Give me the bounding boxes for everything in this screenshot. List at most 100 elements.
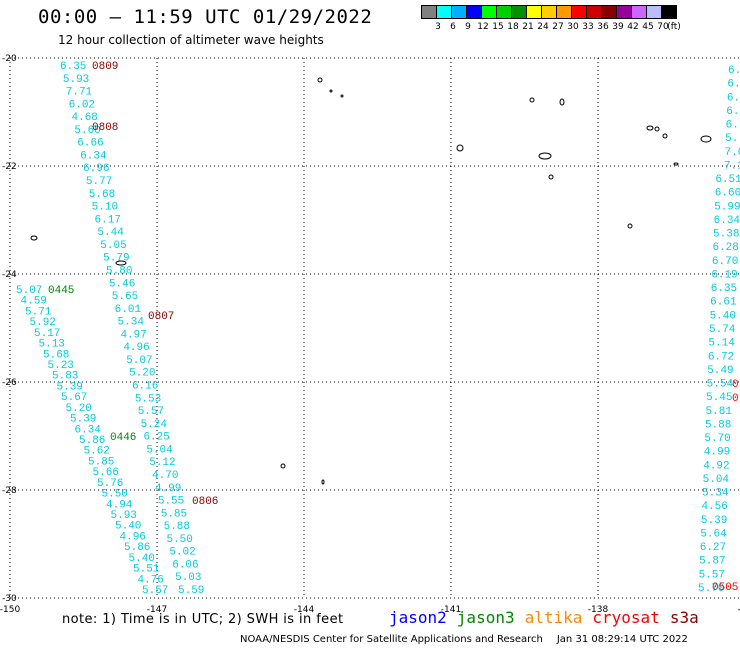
latitude-label: -28 — [2, 486, 17, 496]
wave-height-value: 5.81 — [706, 406, 733, 418]
wave-height-value: 5.57 — [142, 585, 168, 597]
wave-height-value: 6.34 — [714, 215, 740, 227]
wave-height-value: 5.77 — [86, 176, 112, 188]
wave-height-value: 6.02 — [69, 99, 95, 111]
wave-height-value: 6. — [727, 92, 740, 104]
wave-height-value: 6.28 — [712, 242, 738, 254]
wave-height-value: 5.40 — [710, 310, 736, 322]
wave-height-value: 6.06 — [172, 559, 198, 571]
wave-height-value: 5.64 — [700, 528, 727, 540]
wave-height-value: 5.44 — [97, 227, 124, 239]
footer-credit: NOAA/NESDIS Center for Satellite Applica… — [240, 634, 688, 645]
island-outline — [340, 94, 344, 98]
legend-entry-s3a: s3a — [669, 608, 699, 627]
island-outline — [456, 144, 464, 152]
wave-height-value: 5.79 — [103, 253, 129, 265]
island-outline — [654, 126, 660, 132]
wave-height-value: 5.50 — [166, 534, 192, 546]
pass-time-label: 0809 — [92, 61, 118, 73]
wave-height-value: 5.05 — [100, 240, 126, 252]
island-outline — [317, 77, 323, 83]
color-scale-tick: 27 — [552, 22, 564, 32]
wave-height-value: 6. — [727, 79, 740, 91]
wave-height-value: 5.34 — [118, 317, 145, 329]
wave-height-value: 5.99 — [714, 201, 740, 213]
axis-labels: -20 -22 -24 -26 -28 -30-150 -147 -144 -141 -138 -1… — [0, 54, 740, 615]
pass-time-label: 0806 — [192, 496, 218, 508]
color-scale-tick: 45 — [642, 22, 654, 32]
credit-text: NOAA/NESDIS Center for Satellite Applica… — [240, 634, 543, 645]
latitude-label: -24 — [2, 270, 17, 280]
island-outline — [646, 125, 654, 131]
wave-height-value: 6.5 — [728, 65, 740, 77]
wave-height-value: 5.03 — [175, 572, 201, 584]
wave-height-value: 6.35 — [60, 61, 86, 73]
longitude-label: -138 — [588, 605, 609, 615]
wave-height-value: 5.49 — [707, 365, 733, 377]
wave-height-value: 5.70 — [704, 433, 730, 445]
latitude-label: -20 — [2, 54, 17, 64]
legend-entry-jason2: jason2 — [389, 608, 447, 627]
wave-height-value: 5.51 — [133, 564, 160, 576]
pass-time-label: 0505 — [712, 582, 738, 594]
wave-height-value: 6.25 — [143, 432, 169, 444]
wave-height-value: 5.40 — [129, 553, 155, 565]
island-outline — [548, 174, 554, 180]
wave-height-value: 5.55 — [158, 496, 184, 508]
wave-height-value: 4.99 — [155, 483, 181, 495]
wave-height-value: 5.02 — [169, 547, 195, 559]
wave-height-value: 4.68 — [72, 112, 98, 124]
wave-height-value: 5.68 — [89, 189, 115, 201]
pass-time-label: 0808 — [92, 122, 118, 134]
wave-height-value: 5.70 — [698, 583, 724, 595]
wave-height-value: 5.86 — [79, 435, 105, 447]
color-scale-bar — [421, 5, 677, 21]
pass-time-label: 0 — [732, 393, 739, 405]
wave-height-value: 5.74 — [709, 324, 736, 336]
island-outline — [673, 162, 679, 166]
wave-height-value: 5.83 — [52, 371, 78, 383]
wave-height-value: 6.66 — [77, 138, 103, 150]
wave-height-value: 5.53 — [135, 393, 161, 405]
wave-height-value: 6.19 — [711, 269, 737, 281]
pass-time-label: 0807 — [148, 311, 174, 323]
pass-time-label: 0445 — [48, 285, 74, 297]
color-scale-tick: 70 — [657, 22, 669, 32]
wave-height-value: 6.27 — [700, 542, 726, 554]
wave-height-value: 5.86 — [124, 542, 150, 554]
wave-height-value: 4.96 — [123, 342, 149, 354]
color-scale-tick: 36 — [597, 22, 609, 32]
wave-height-value: 5.45 — [706, 392, 732, 404]
wave-height-value: 6.70 — [712, 256, 738, 268]
wave-height-value: 5.34 — [702, 488, 729, 500]
wave-height-value: 6.96 — [83, 163, 109, 175]
wave-height-value: 5.40 — [115, 521, 141, 533]
wave-height-value: 5.14 — [708, 338, 735, 350]
color-swatch — [661, 5, 677, 19]
wave-height-value: 5.39 — [70, 414, 96, 426]
wave-height-value: 5.04 — [703, 474, 730, 486]
island-outline — [559, 98, 565, 106]
island-outlines — [30, 77, 712, 485]
lat-lon-grid — [9, 57, 740, 599]
wave-height-value: 5.57 — [699, 569, 725, 581]
wave-height-value: 4.76 — [138, 574, 164, 586]
color-scale-tick: 39 — [612, 22, 624, 32]
wave-height-value: 6.72 — [708, 351, 734, 363]
wave-height-value: 7.71 — [66, 87, 93, 99]
wave-height-value: 5.76 — [97, 478, 123, 490]
wave-height-value: 5.71 — [25, 306, 52, 318]
wave-height-value: 7.0 — [725, 147, 740, 159]
legend-entry-cryosat: cryosat — [592, 608, 660, 627]
legend-entry-jason3: jason3 — [456, 608, 515, 627]
wave-height-value: 5.12 — [149, 457, 175, 469]
footer-note: note: 1) Time is in UTC; 2) SWH is in fe… — [62, 612, 344, 627]
wave-height-value: 5.20 — [129, 368, 155, 380]
island-outline — [662, 133, 668, 139]
wave-height-value: 5.07 — [126, 355, 152, 367]
wave-height-value: 4.99 — [704, 447, 730, 459]
latitude-label: -22 — [2, 162, 17, 172]
wave-height-value: 5.65 — [112, 291, 138, 303]
wave-height-value: 4.92 — [703, 460, 729, 472]
color-scale-tick: 18 — [507, 22, 519, 32]
